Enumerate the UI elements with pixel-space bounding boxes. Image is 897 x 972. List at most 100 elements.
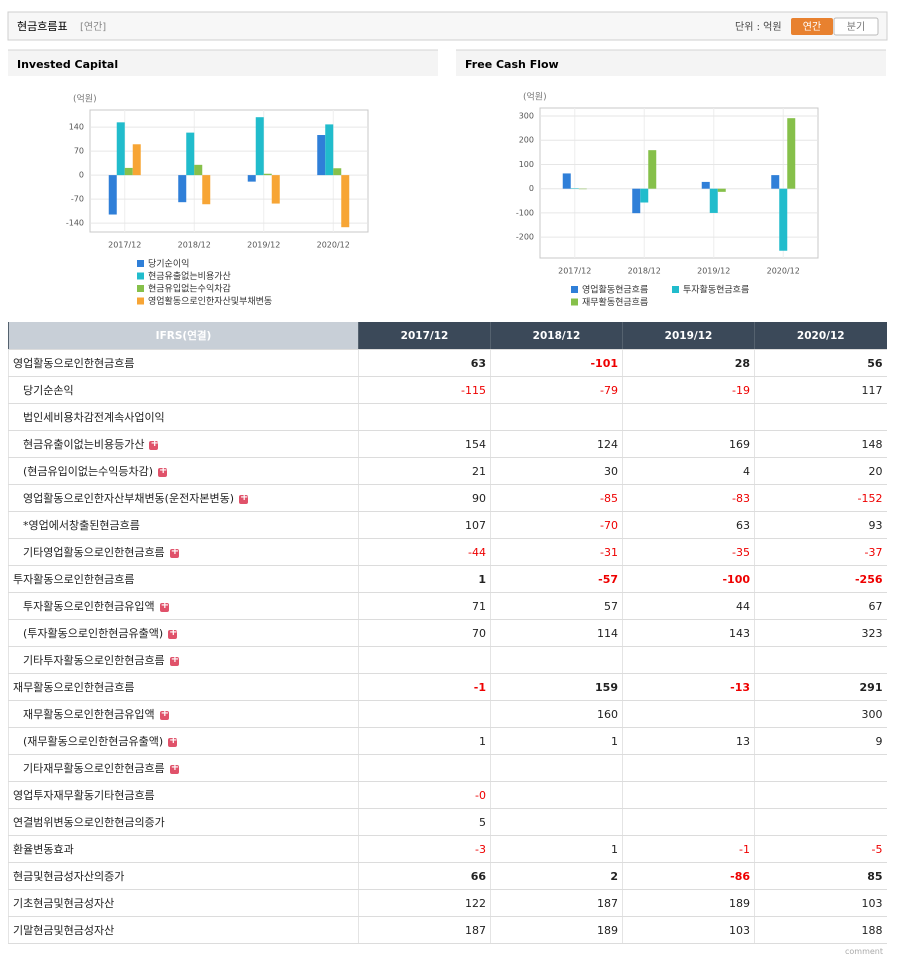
legend-label: 현금유출없는비용가산 [148,271,231,282]
row-label-text: 현금유출이없는비용등가산 [23,438,145,451]
bar [194,164,203,176]
cell-value [754,808,887,836]
cell-value: -85 [490,484,623,512]
row-label: 환율변동효과 [8,835,359,863]
expand-icon[interactable] [159,600,169,612]
expand-icon[interactable] [169,654,179,666]
tab-button[interactable] [791,18,833,35]
tab-button[interactable] [833,17,879,36]
cell-value: 5 [358,808,491,836]
bar [325,124,334,176]
legend-label: 재무활동현금흐름 [582,296,648,308]
y-tick-label: -140 [66,219,84,228]
column-header: 2018/12 [490,322,623,350]
bar [578,188,587,190]
cell-value: 189 [622,889,755,917]
table-row: 재무활동으로인한현금흐름 -1 159 -13 291 [8,673,887,701]
bar [771,175,780,189]
legend-swatch [571,298,578,306]
expand-icon[interactable] [169,546,179,558]
bar [701,181,710,189]
cell-value [490,808,623,836]
bar [562,173,571,189]
x-tick-label: 2017/12 [108,241,141,250]
cell-value: 67 [754,592,887,620]
row-label-text: 기초현금및현금성자산 [13,897,115,910]
column-header: 2017/12 [358,322,491,350]
x-tick-label: 2018/12 [178,241,211,250]
cell-value: 44 [622,592,755,620]
bar [333,168,342,176]
header-title: 현금흐름표 [17,20,68,33]
expand-icon[interactable] [168,735,178,747]
cell-value: 9 [754,727,887,755]
tab-label[interactable]: 분기 [847,21,865,33]
cell-value: 63 [622,511,755,539]
cell-value [358,646,491,674]
cell-value: -31 [490,538,623,566]
unit-label: (억원) [73,93,97,105]
cell-value: 2 [490,862,623,890]
comment-link[interactable]: comment [844,947,883,956]
row-label: 영업활동으로인한자산부채변동(운전자본변동) [8,484,359,512]
cell-value: 122 [358,889,491,917]
cell-value [358,403,491,431]
header-row: IFRS(연결) 2017/12 2018/12 2019/12 2020/12 [8,322,887,350]
cell-value: 300 [754,700,887,728]
row-label-text: 기타영업활동으로인한현금흐름 [23,546,165,559]
cell-value: 1 [358,727,491,755]
cell-value: 323 [754,619,887,647]
row-label-text: 재무활동으로인한현금유입액 [23,708,155,721]
cell-value: -13 [622,673,755,701]
cell-value: -19 [622,376,755,404]
expand-icon[interactable] [169,762,179,774]
bar [648,150,657,189]
cell-value: -0 [358,781,491,809]
cell-value: 160 [490,700,623,728]
header-subtitle: [연간] [80,21,106,33]
bar [779,188,788,251]
x-tick-label: 2020/12 [767,267,800,276]
y-tick-label: 0 [529,184,534,193]
legend-swatch [137,285,144,292]
cell-value: 13 [622,727,755,755]
row-label: 현금및현금성자산의증가 [8,862,359,890]
expand-icon[interactable] [159,708,169,720]
table-row: 현금및현금성자산의증가 66 2 -86 85 [8,862,887,890]
tab-label[interactable]: 연간 [803,21,821,33]
expand-icon[interactable] [158,465,167,477]
bar [255,117,264,176]
legend-label: 현금유입없는수익차감 [148,283,231,295]
bar [263,173,272,176]
cell-value: 57 [490,592,623,620]
expand-icon[interactable] [168,627,178,639]
row-label: 영업활동으로인한현금흐름 [8,349,359,377]
row-label: 연결범위변동으로인한현금의증가 [8,808,359,836]
row-label-text: 현금및현금성자산의증가 [13,870,125,883]
y-tick-label: 100 [519,160,534,169]
cell-value: 56 [754,349,887,377]
cell-value: 103 [622,916,755,944]
cell-value [490,646,623,674]
legend-label: 영업활동으로인한자산및부채변동 [148,295,272,307]
row-label: (투자활동으로인한현금유출액) [8,619,359,647]
row-label: 영업투자재무활동기타현금흐름 [8,781,359,809]
cell-value: 90 [358,484,491,512]
row-label-text: 기말현금및현금성자산 [13,924,115,937]
cell-value [754,754,887,782]
cell-value: -100 [622,565,755,593]
row-label: 투자활동으로인한현금유입액 [8,592,359,620]
cell-value: -86 [622,862,755,890]
bar [247,175,256,182]
bar [640,188,649,203]
cell-value: -3 [358,835,491,863]
cell-value: -37 [754,538,887,566]
cell-value: -5 [754,835,887,863]
cell-value: 30 [490,457,623,485]
expand-icon[interactable] [238,492,248,504]
expand-icon[interactable] [149,438,159,450]
x-tick-label: 2020/12 [317,241,350,250]
cell-value [490,754,623,782]
bar [271,175,280,204]
bar [116,122,125,176]
